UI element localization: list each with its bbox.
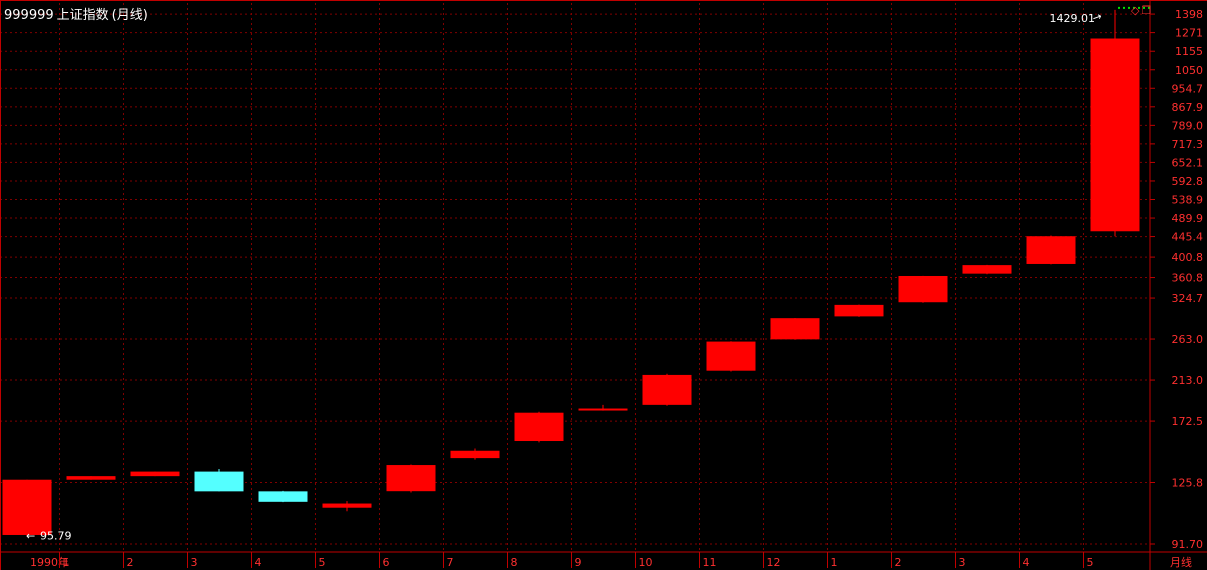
x-tick-label: 4 [255,556,262,569]
candle-7[interactable] [386,464,436,493]
period-label: (月线) [111,8,148,23]
x-tick-label: 11 [703,556,717,569]
y-tick-label: 172.5 [1172,415,1204,428]
candle-body [194,471,244,492]
x-tick-label: 1 [831,556,838,569]
candle-body [642,374,692,405]
y-tick-label: 1271 [1175,27,1203,40]
y-tick-label: 360.8 [1172,272,1204,285]
candle-body [898,275,948,303]
candle-body [514,412,564,442]
candle-body [450,450,500,459]
candle-body [1090,38,1140,232]
candle-body [66,476,116,480]
restore-window-icon[interactable]: ❐ [1141,4,1152,17]
candle-body [258,491,308,502]
x-tick-label: 9 [575,556,582,569]
candle-18[interactable] [1090,9,1140,237]
candle-body [130,471,180,477]
x-tick-label: 2 [895,556,902,569]
y-tick-label: 1050 [1175,64,1203,77]
x-tick-label: 10 [639,556,653,569]
low-annotation-label: 95.79 [40,530,72,543]
y-tick-label: 400.8 [1172,251,1204,264]
x-tick-label: 5 [1087,556,1094,569]
y-tick-label: 592.8 [1172,175,1204,188]
x-tick-label: 6 [383,556,390,569]
candle-13[interactable] [770,318,820,340]
candle-body [706,341,756,371]
y-tick-label: 652.1 [1172,156,1204,169]
candle-16[interactable] [962,264,1012,275]
candle-12[interactable] [706,341,756,372]
y-tick-label: 1398 [1175,8,1203,21]
y-tick-label: 1155 [1175,45,1203,58]
x-tick-label: 8 [511,556,518,569]
candle-body [2,479,52,535]
y-tick-label: 125.8 [1172,476,1204,489]
candle-6[interactable] [322,501,372,512]
index-name: 上证指数 [56,8,109,23]
low-annotation-arrow: ← [26,530,35,543]
candle-body [1026,236,1076,264]
candle-body [578,408,628,411]
x-tick-label: 3 [959,556,966,569]
x-tick-label: 12 [767,556,781,569]
y-tick-label: 263.0 [1172,333,1204,346]
corner-controls: ◇ ❐ [1131,5,1153,16]
y-tick-label: 91.70 [1172,538,1204,551]
y-tick-label: 954.7 [1172,82,1204,95]
annotations: 1429.01→ ← 95.79 [26,6,1150,543]
x-tick-label: 7 [447,556,454,569]
x-tick-label: 4 [1023,556,1030,569]
y-tick-label: 324.7 [1172,292,1204,305]
candle-body [834,304,884,317]
candle-body [962,265,1012,274]
candle-body [322,503,372,508]
candle-5[interactable] [258,490,308,503]
candle-2[interactable] [66,476,116,480]
candle-9[interactable] [514,411,564,443]
candle-body [386,465,436,492]
x-tick-label: 1 [63,556,70,569]
candle-3[interactable] [130,471,180,477]
y-tick-label: 445.4 [1172,231,1204,244]
chart-title: 999999 上证指数 (月线) [4,4,151,23]
candle-body [770,318,820,340]
y-tick-label: 538.9 [1172,194,1204,207]
candle-17[interactable] [1026,235,1076,265]
x-tick-label: 2 [127,556,134,569]
candle-10[interactable] [578,404,628,411]
y-tick-label: 213.0 [1172,374,1204,387]
x-tick-label: 3 [191,556,198,569]
candle-15[interactable] [898,275,948,303]
y-tick-label: 789.0 [1172,119,1204,132]
y-tick-label: 867.9 [1172,101,1204,114]
y-axis-ticks: 1398 1271 1155 1050 954.7 867.9 789.0 717.3 652.… [1150,8,1203,551]
diamond-outline-icon[interactable]: ◇ [1131,4,1140,17]
candle-4[interactable] [194,468,244,492]
y-tick-label: 489.9 [1172,212,1204,225]
high-annotation-label: 1429.01 [1050,12,1096,25]
y-tick-label: 717.3 [1172,138,1204,151]
grid-lines [0,3,1150,552]
high-annotation-arrow: → [1091,10,1104,25]
period-tag: 月线 [1170,555,1192,569]
candle-1[interactable] [2,479,52,536]
x-tick-label: 5 [319,556,326,569]
candle-11[interactable] [642,373,692,406]
candle-8[interactable] [450,448,500,460]
stock-code: 999999 [4,8,54,23]
candles[interactable] [2,9,1140,536]
candle-14[interactable] [834,304,884,317]
